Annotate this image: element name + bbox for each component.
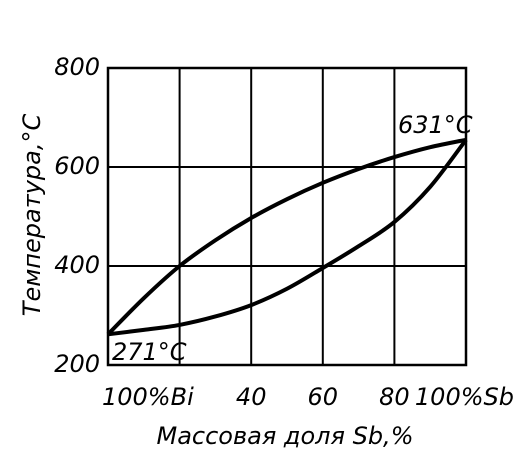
y-tick-label: 600	[54, 152, 100, 180]
x-tick-label: 100%Bi	[102, 383, 194, 411]
x-tick-label: 80	[379, 383, 410, 411]
y-tick-label: 400	[54, 251, 100, 279]
x-tick-label: 40	[236, 383, 267, 411]
curve	[107, 138, 468, 337]
y-tick-label: 200	[54, 350, 100, 378]
y-axis-label: Температура,°С	[18, 114, 46, 317]
plot-frame	[106, 66, 468, 367]
annotation: 631°C	[398, 111, 473, 139]
x-tick-label: 60	[308, 383, 339, 411]
annotation: 271°C	[112, 338, 187, 366]
curve	[106, 137, 467, 336]
y-tick-label: 800	[54, 53, 100, 81]
x-axis-label: Массовая доля Sb,%	[157, 422, 414, 450]
x-tick-label: 100%Sb	[415, 383, 514, 411]
